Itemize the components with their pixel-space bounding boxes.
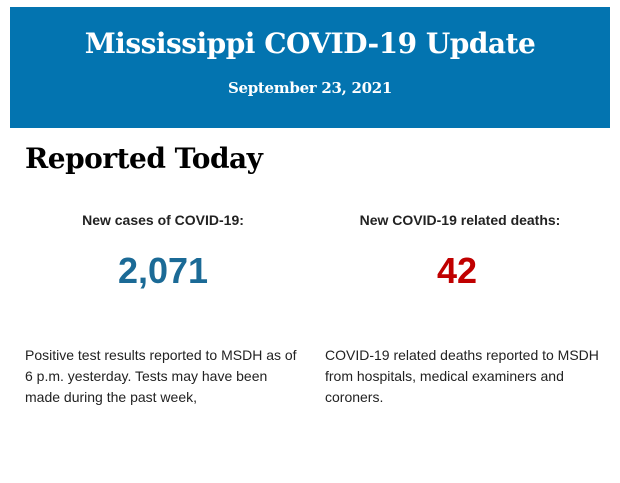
new-deaths-value: 42	[436, 250, 478, 291]
new-deaths-label: New COVID-19 related deaths:	[359, 212, 561, 228]
new-cases-value: 2,071	[117, 250, 209, 291]
new-cases-description: Positive test results reported to MSDH a…	[25, 347, 297, 405]
header-banner: Mississippi COVID-19 Update September 23…	[10, 7, 610, 128]
report-date: September 23, 2021	[227, 79, 393, 97]
new-cases-label: New cases of COVID-19:	[82, 212, 244, 228]
new-deaths-description: COVID-19 related deaths reported to MSDH…	[325, 347, 599, 405]
page-title: Mississippi COVID-19 Update	[84, 27, 536, 60]
section-title: Reported Today	[25, 142, 263, 175]
